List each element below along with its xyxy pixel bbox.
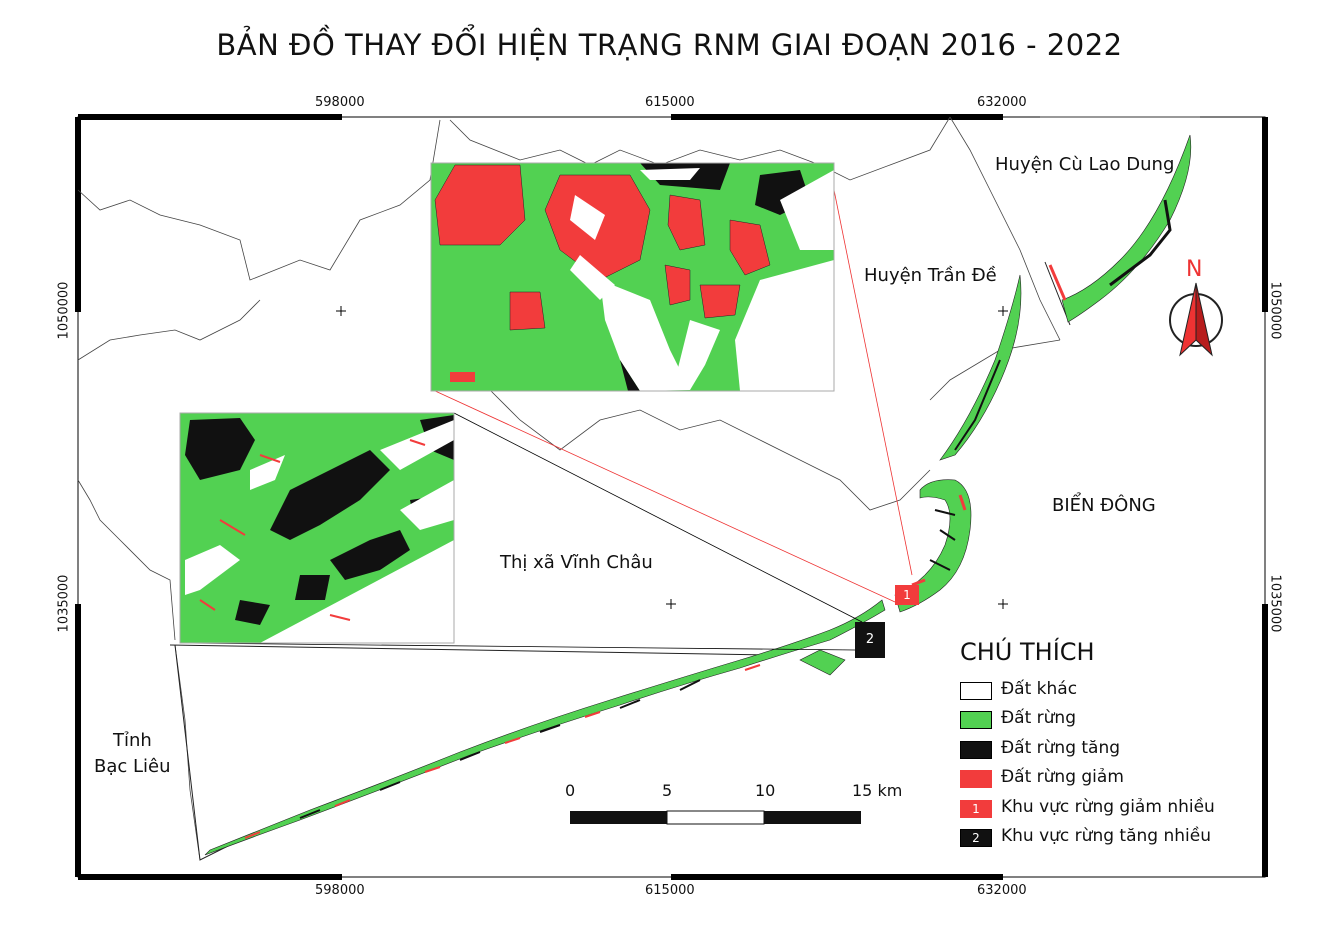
map-title: BẢN ĐỒ THAY ĐỔI HIỆN TRẠNG RNM GIAI ĐOẠN… <box>216 28 1123 62</box>
coord-left-2: 1035000 <box>56 574 72 633</box>
north-arrow-icon <box>1169 282 1223 357</box>
tran-de-forest <box>939 274 1022 461</box>
frame-ticks <box>75 114 1268 880</box>
label-tran-de: Huyện Trần Đề <box>864 265 997 286</box>
label-bien-dong: BIỂN ĐÔNG <box>1052 495 1156 516</box>
legend-label: Khu vực rừng giảm nhiều <box>1001 797 1215 817</box>
scale-label-15km: 15 km <box>852 781 903 800</box>
label-vinh-chau: Thị xã Vĩnh Châu <box>500 552 653 573</box>
label-bac-lieu-2: Bạc Liêu <box>94 756 171 777</box>
scale-label-10: 10 <box>755 781 776 800</box>
coord-top-2: 615000 <box>645 95 695 110</box>
legend-label: Khu vực rừng tăng nhiều <box>1001 826 1211 846</box>
vinh-chau-hook-forest <box>894 479 972 613</box>
label-bac-lieu-1: Tỉnh <box>113 730 152 751</box>
inset-increase <box>179 412 455 644</box>
admin-boundaries <box>77 116 1200 861</box>
coastal-strip-forest <box>204 599 886 856</box>
scale-label-0: 0 <box>565 781 576 800</box>
north-label: N <box>1186 257 1203 282</box>
coord-left-1: 1050000 <box>56 281 72 340</box>
legend-label: Đất rừng giảm <box>1001 767 1124 787</box>
zone-badge-decrease: 1 <box>895 585 919 605</box>
legend-swatch-decrease <box>960 770 992 788</box>
legend-swatch-forest <box>960 711 992 729</box>
scale-bar <box>570 810 861 825</box>
coord-bottom-3: 632000 <box>977 883 1027 898</box>
legend-swatch-other <box>960 682 992 700</box>
legend-swatch-zone-increase: 2 <box>960 829 992 847</box>
zone-badge-increase: 2 <box>855 622 885 658</box>
cu-lao-dung-forest <box>1061 134 1192 323</box>
coord-bottom-1: 598000 <box>315 883 365 898</box>
scale-label-5: 5 <box>662 781 673 800</box>
label-cu-lao-dung: Huyện Cù Lao Dung <box>995 154 1175 175</box>
coord-right-2: 1035000 <box>1267 574 1283 633</box>
legend-swatch-zone-decrease: 1 <box>960 800 992 818</box>
legend-title: CHÚ THÍCH <box>960 638 1095 666</box>
coord-top-1: 598000 <box>315 95 365 110</box>
coord-top-3: 632000 <box>977 95 1027 110</box>
grid-crosses <box>336 306 1008 609</box>
inset-connectors <box>179 189 913 651</box>
legend-label: Đất rừng <box>1001 708 1076 728</box>
coord-bottom-2: 615000 <box>645 883 695 898</box>
legend-label: Đất rừng tăng <box>1001 738 1121 758</box>
inset-decrease <box>430 162 835 392</box>
legend-label: Đất khác <box>1001 679 1078 699</box>
coord-right-1: 1050000 <box>1267 281 1283 340</box>
legend-swatch-increase <box>960 741 992 759</box>
